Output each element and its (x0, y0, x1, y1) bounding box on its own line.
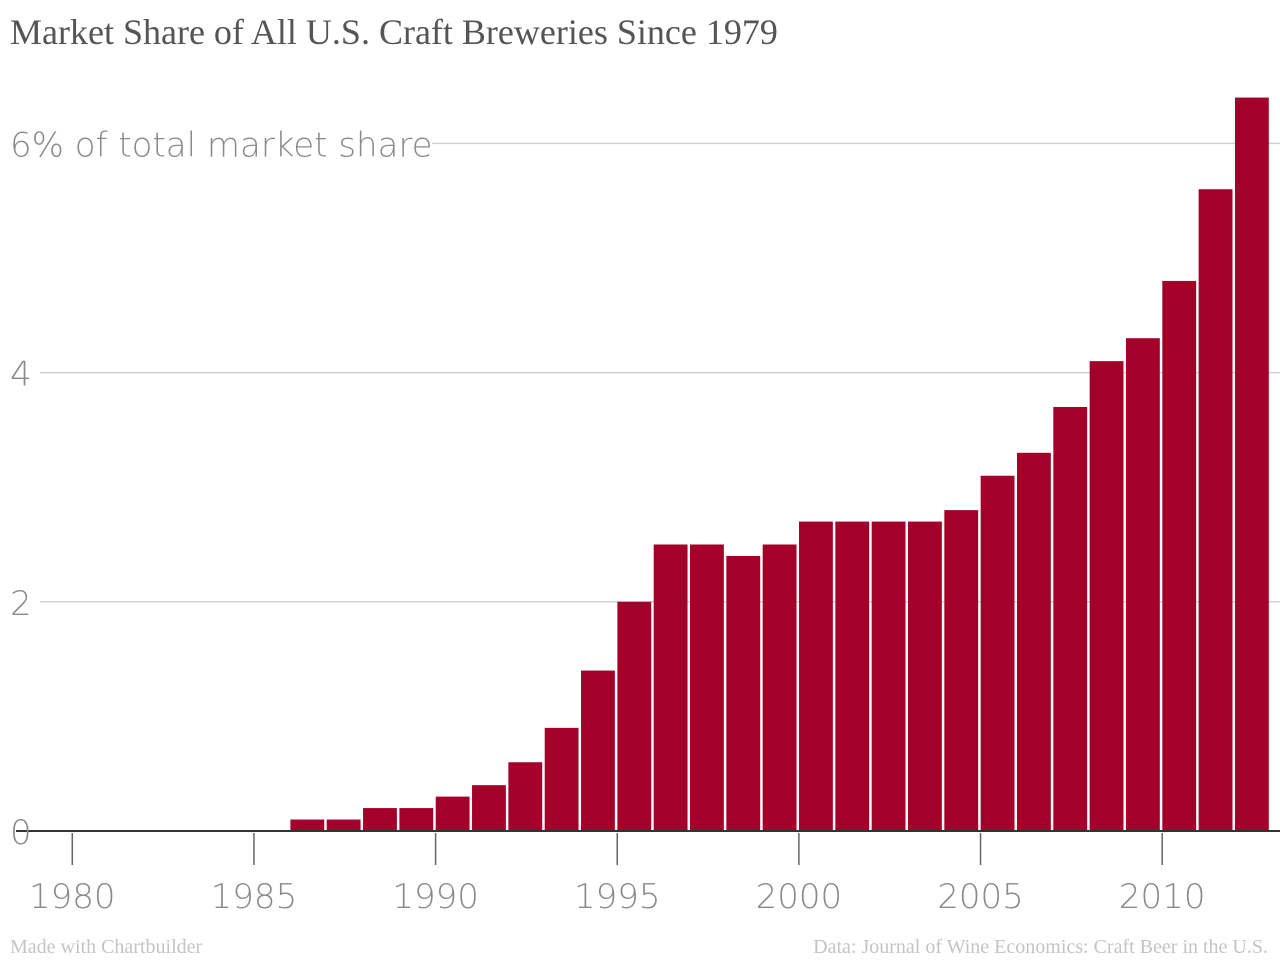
y-tick-label: 2 (10, 584, 32, 624)
y-tick-label: 0 (10, 813, 32, 853)
bar (1234, 97, 1269, 831)
bars (290, 97, 1269, 832)
x-tick-label: 2000 (756, 877, 843, 917)
bar (908, 521, 942, 831)
x-tick-label: 2005 (937, 877, 1024, 917)
bar (399, 808, 434, 831)
bar-chart: 1980 1985 1990 1995 2000 2005 2010 0 2 4 6% of to… (10, 97, 1280, 917)
bar (326, 819, 361, 831)
bar (1125, 338, 1160, 831)
x-axis: 1980 1985 1990 1995 2000 2005 2010 (16, 830, 1280, 917)
x-tick-label: 1980 (29, 877, 116, 917)
bar (290, 819, 325, 831)
bar (1089, 361, 1124, 831)
bar (1198, 189, 1233, 832)
bar (690, 544, 724, 831)
bar (762, 544, 797, 831)
bar (472, 785, 506, 831)
y-tick-label: 4 (10, 355, 32, 395)
x-tick-label: 1995 (574, 877, 661, 917)
x-tick-label: 1985 (211, 877, 298, 917)
bar (363, 808, 397, 831)
x-tick-label: 1990 (392, 877, 479, 917)
bar (617, 601, 652, 831)
bar (1053, 406, 1088, 831)
y-axis-labels: 0 2 4 6% of total market share (10, 125, 433, 853)
y-tick-label: 6% of total market share (10, 125, 433, 165)
bar (653, 544, 688, 831)
data-source: Data: Journal of Wine Economics: Craft B… (813, 936, 1268, 958)
bar (1162, 280, 1197, 831)
bar (835, 521, 870, 831)
bar (799, 521, 833, 831)
bar (544, 727, 579, 831)
bar (944, 510, 979, 831)
bar (980, 475, 1015, 831)
chart-title: Market Share of All U.S. Craft Breweries… (10, 12, 778, 52)
chartbuilder-credit: Made with Chartbuilder (10, 936, 203, 958)
bar (1016, 452, 1051, 831)
bar (871, 521, 906, 831)
bar (581, 670, 615, 831)
bar (726, 555, 761, 831)
x-tick-label: 2010 (1119, 877, 1206, 917)
bar (435, 796, 470, 831)
bar (508, 762, 543, 831)
